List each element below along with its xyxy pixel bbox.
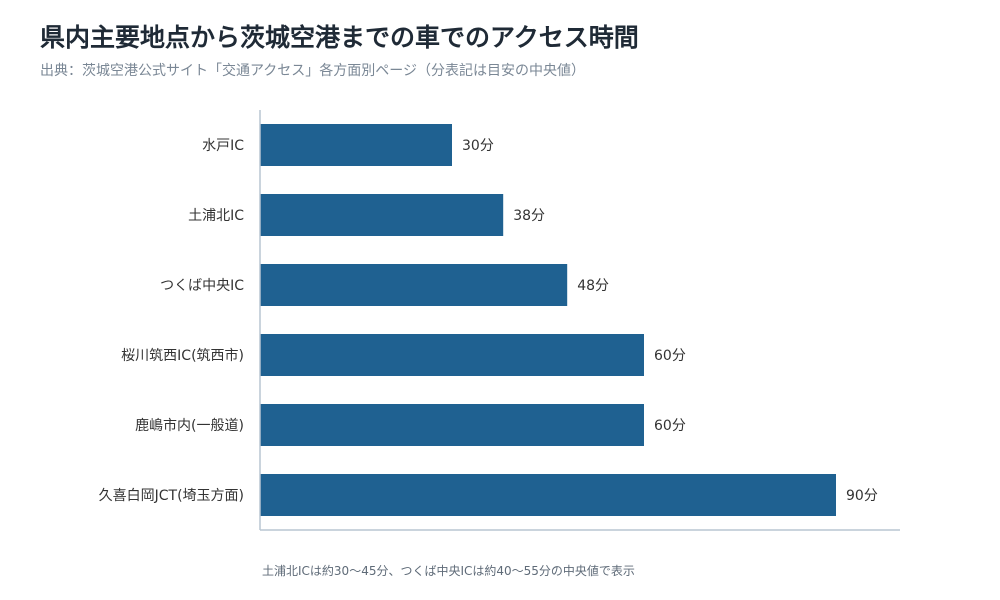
category-label: 桜川筑西IC(筑西市): [121, 347, 244, 364]
bar: [260, 124, 452, 166]
value-label: 30分: [462, 138, 494, 154]
bar: [260, 404, 644, 446]
chart-subtitle: 出典：茨城空港公式サイト「交通アクセス」各方面別ページ（分表記は目安の中央値）: [40, 63, 586, 79]
value-label: 60分: [654, 418, 686, 434]
value-label: 90分: [846, 488, 878, 504]
chart-title: 県内主要地点から茨城空港までの車でのアクセス時間: [40, 23, 639, 52]
value-label: 38分: [513, 208, 545, 224]
category-label: 久喜白岡JCT(埼玉方面): [99, 488, 244, 504]
bar: [260, 264, 568, 306]
category-label: 鹿嶋市内(一般道): [135, 417, 244, 434]
value-label: 48分: [577, 278, 609, 294]
bar: [260, 194, 504, 236]
category-label: 水戸IC: [202, 138, 244, 154]
chart-footnote: 土浦北ICは約30〜45分、つくば中央ICは約40〜55分の中央値で表示: [262, 564, 635, 578]
bar: [260, 334, 644, 376]
category-label: つくば中央IC: [160, 278, 244, 294]
category-label: 土浦北IC: [188, 208, 244, 224]
value-label: 60分: [654, 348, 686, 364]
bar: [260, 474, 836, 516]
